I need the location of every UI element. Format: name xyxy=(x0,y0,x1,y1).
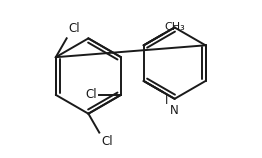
Text: Cl: Cl xyxy=(101,135,113,148)
Text: Cl: Cl xyxy=(86,88,97,101)
Text: CH₃: CH₃ xyxy=(165,22,185,32)
Text: Cl: Cl xyxy=(69,22,80,35)
Text: N: N xyxy=(170,104,179,117)
Text: I: I xyxy=(165,94,168,107)
